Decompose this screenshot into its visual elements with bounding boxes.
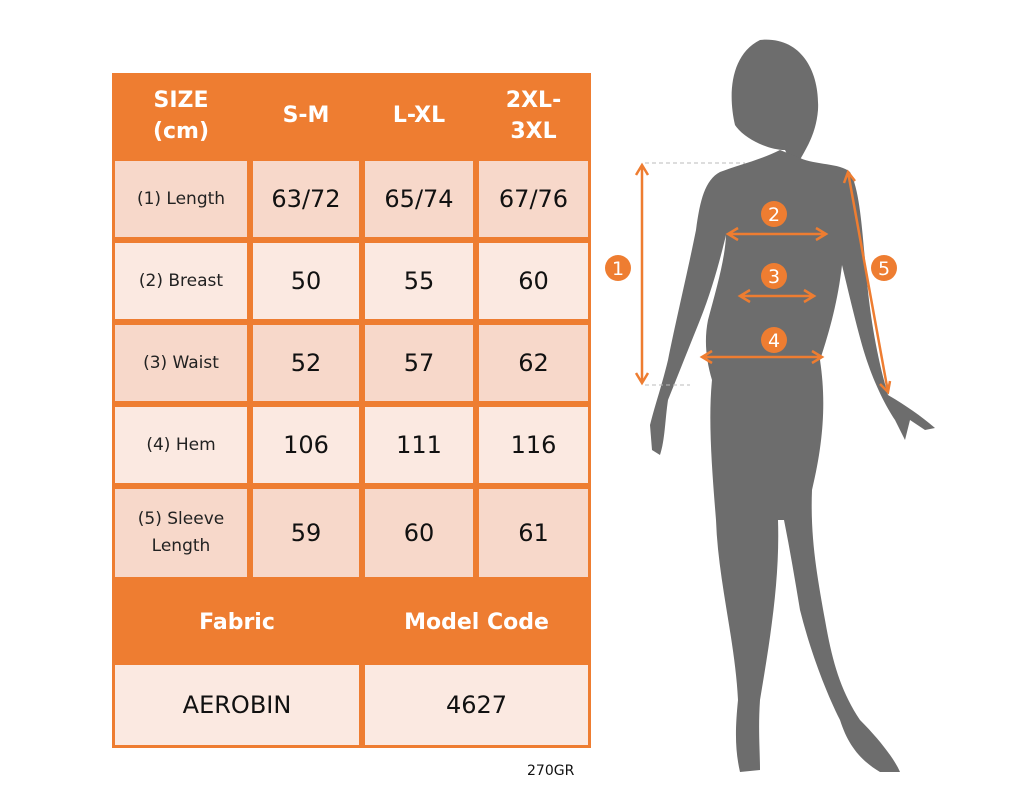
row-label: (3) Waist xyxy=(115,325,247,401)
marker-circle xyxy=(871,255,897,281)
marker-number: 1 xyxy=(612,258,624,280)
header-l-xl: L-XL xyxy=(392,103,446,128)
marker-circle xyxy=(605,255,631,281)
row-label: (1) Length xyxy=(115,161,247,237)
size-value: 60 xyxy=(479,243,588,319)
fabric-header: Fabric xyxy=(199,610,275,635)
fabric-value: AEROBIN xyxy=(115,665,359,745)
marker-number: 2 xyxy=(768,204,780,226)
arrow-waist xyxy=(737,288,817,304)
size-value: 67/76 xyxy=(479,161,588,237)
size-value: 62 xyxy=(479,325,588,401)
size-value: 57 xyxy=(365,325,473,401)
arrow-breast xyxy=(725,226,829,242)
marker-circle xyxy=(761,327,787,353)
marker-circle xyxy=(761,263,787,289)
size-value: 63/72 xyxy=(253,161,359,237)
size-value: 106 xyxy=(253,407,359,483)
size-value: 116 xyxy=(479,407,588,483)
marker-circle xyxy=(761,201,787,227)
fabric-weight-note: 270GR xyxy=(527,763,575,779)
row-label: (4) Hem xyxy=(115,407,247,483)
size-value: 55 xyxy=(365,243,473,319)
marker-number: 3 xyxy=(768,266,780,288)
size-value: 65/74 xyxy=(365,161,473,237)
header-2xl-3xl: 2XL- 3XL xyxy=(505,87,562,144)
model-code-value: 4627 xyxy=(365,665,588,745)
size-value: 111 xyxy=(365,407,473,483)
size-value: 50 xyxy=(253,243,359,319)
header-size: SIZE (cm) xyxy=(152,87,210,144)
size-value: 60 xyxy=(365,489,473,577)
marker-number: 5 xyxy=(878,258,890,280)
arrow-sleeve xyxy=(842,169,892,395)
model-code-header: Model Code xyxy=(404,610,549,635)
size-value: 61 xyxy=(479,489,588,577)
row-label: (5) Sleeve Length xyxy=(115,489,247,577)
arrow-hem xyxy=(699,349,825,365)
header-s-m: S-M xyxy=(282,103,330,128)
measurement-arrows xyxy=(634,162,892,395)
marker-number: 4 xyxy=(768,330,780,352)
row-label: (2) Breast xyxy=(115,243,247,319)
arrow-length xyxy=(634,162,650,386)
size-chart-table: SIZE (cm) S-M L-XL 2XL- 3XL (1) Length 63… xyxy=(112,73,591,748)
silhouette-icon xyxy=(650,39,935,772)
size-value: 59 xyxy=(253,489,359,577)
size-value: 52 xyxy=(253,325,359,401)
